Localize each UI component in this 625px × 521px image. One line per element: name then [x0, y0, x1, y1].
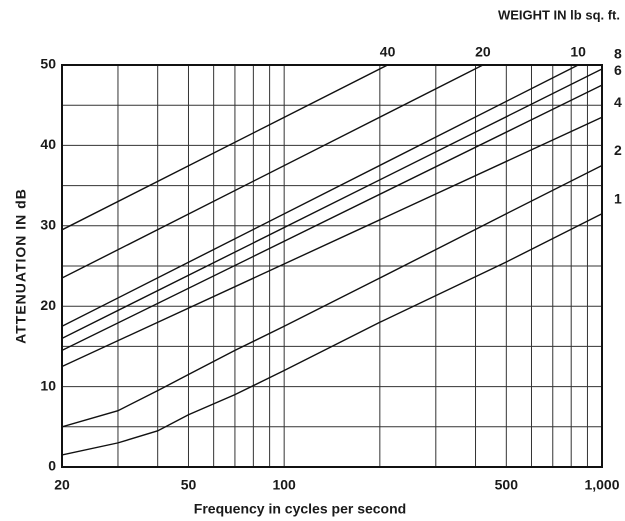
y-tick-label: 50: [40, 56, 56, 72]
y-axis-label: ATTENUATION IN dB: [13, 188, 29, 344]
curve: [62, 65, 485, 279]
plot-frame: [61, 64, 603, 468]
curves: [62, 65, 602, 456]
series-label: 40: [380, 44, 396, 60]
curve: [62, 213, 602, 456]
y-tick-label: 10: [40, 377, 56, 393]
series-label: 1: [614, 190, 622, 206]
curve: [62, 65, 390, 231]
series-label: 6: [614, 62, 622, 78]
x-axis-label: Frequency in cycles per second: [194, 501, 406, 517]
x-tick-label: 1,000: [584, 477, 619, 493]
x-tick-label: 100: [272, 477, 296, 493]
curve: [62, 116, 602, 368]
y-tick-label: 0: [48, 458, 56, 474]
series-label: 8: [614, 46, 622, 62]
series-label: 4: [614, 94, 622, 110]
x-tick-label: 20: [54, 477, 70, 493]
curve: [62, 164, 602, 428]
series-label: 20: [475, 44, 491, 60]
y-tick-label: 40: [40, 136, 56, 152]
series-label: 2: [614, 142, 622, 158]
y-tick-label: 30: [40, 217, 56, 233]
curve: [62, 68, 602, 339]
x-tick-label: 50: [181, 477, 197, 493]
series-label: 10: [570, 44, 586, 60]
x-tick-label: 500: [495, 477, 519, 493]
curve: [62, 65, 580, 327]
curve: [62, 84, 602, 352]
chart-title: WEIGHT IN lb sq. ft.: [498, 7, 620, 22]
y-tick-label: 20: [40, 297, 56, 313]
